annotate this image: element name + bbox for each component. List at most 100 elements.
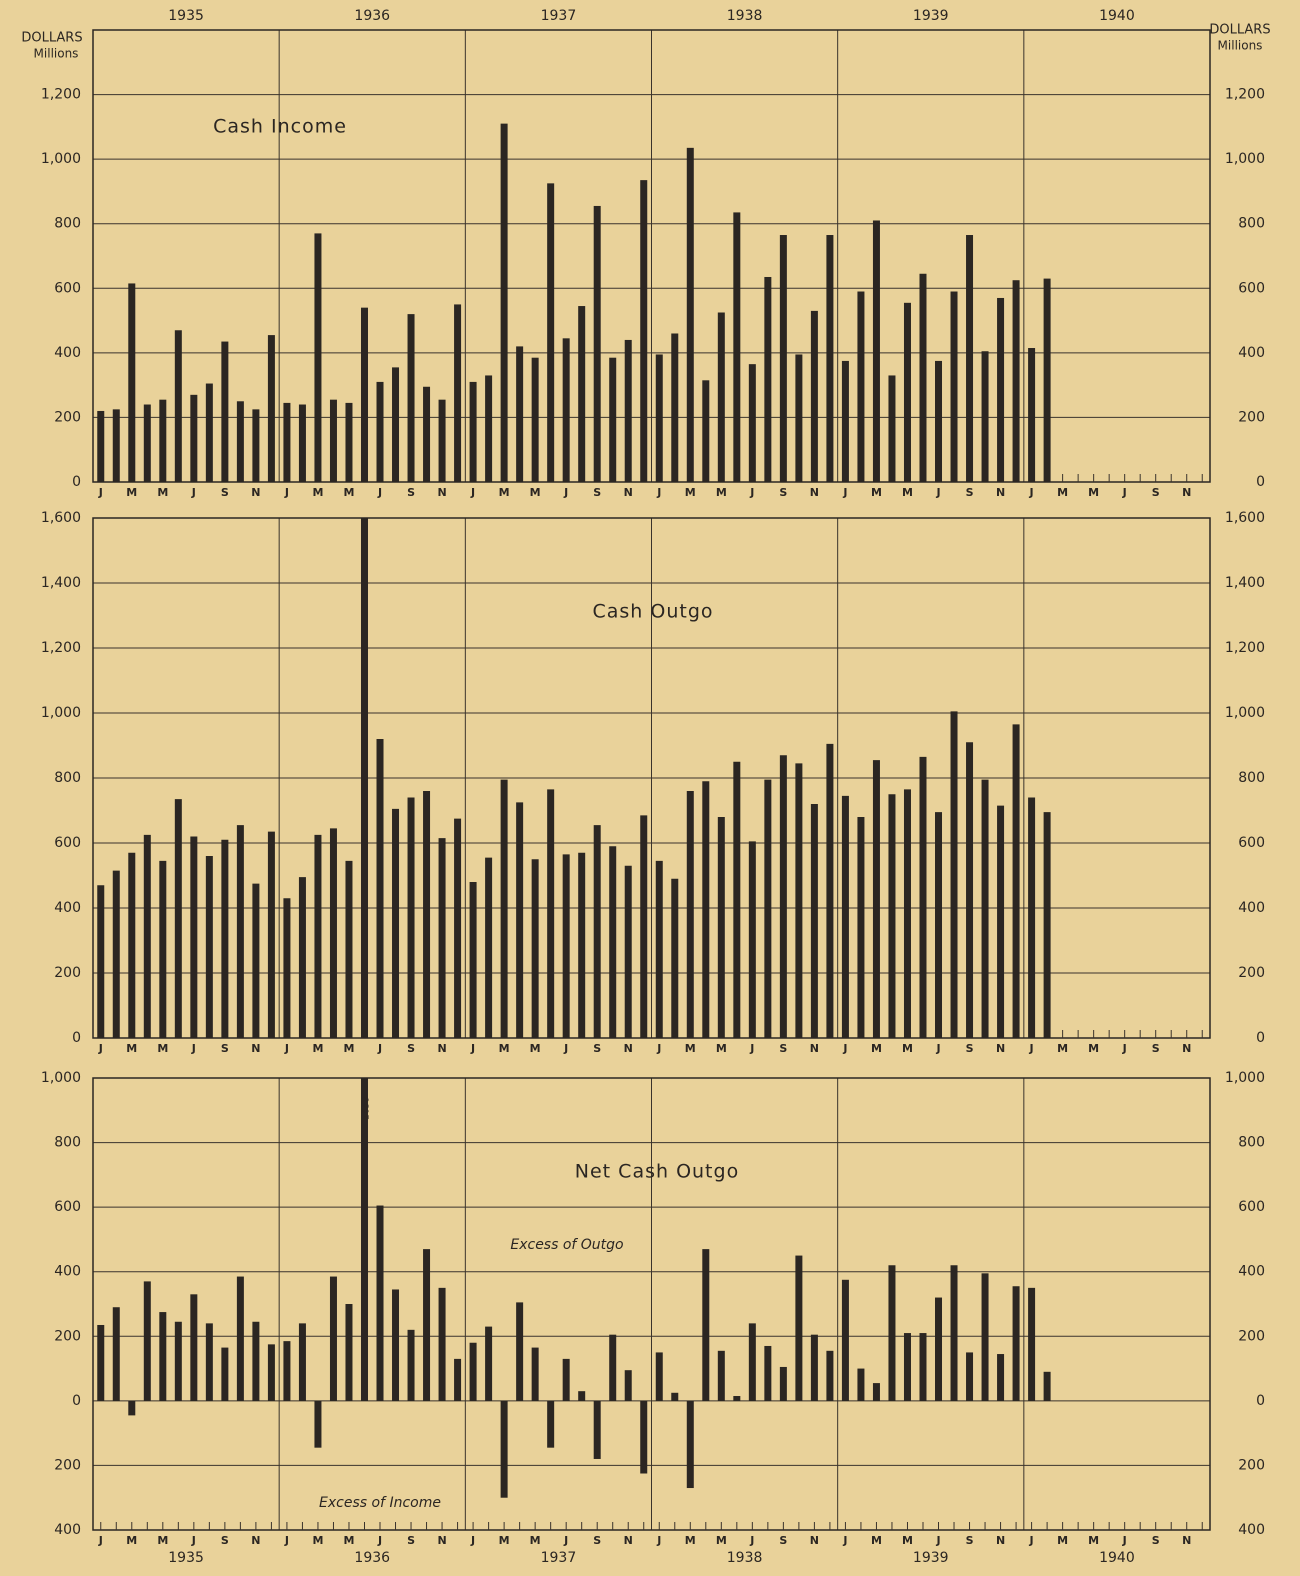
bar bbox=[593, 205, 601, 482]
x-tick-label: S bbox=[407, 1042, 415, 1055]
x-tick-label: M bbox=[126, 1534, 137, 1547]
bar bbox=[733, 761, 741, 1038]
bar bbox=[360, 1078, 368, 1401]
bar bbox=[531, 859, 539, 1038]
y-tick-label-right: 200 bbox=[1238, 965, 1265, 981]
x-tick-label: M bbox=[1057, 1534, 1068, 1547]
bar bbox=[143, 834, 151, 1038]
y-tick-label-right: 1,600 bbox=[1225, 510, 1265, 526]
y-tick-label-right: 0 bbox=[1256, 1393, 1265, 1409]
x-tick-label: J bbox=[1029, 486, 1034, 499]
bar bbox=[1028, 348, 1036, 482]
bar bbox=[500, 779, 508, 1038]
bar bbox=[329, 1276, 337, 1401]
x-tick-label: J bbox=[377, 1042, 382, 1055]
bar bbox=[267, 335, 275, 482]
bar bbox=[205, 856, 213, 1038]
x-tick-label: N bbox=[624, 486, 633, 499]
y-tick-label-right: 400 bbox=[1238, 1264, 1265, 1280]
bar bbox=[795, 763, 803, 1038]
bar bbox=[717, 1350, 725, 1401]
y-tick-label: 1,600 bbox=[41, 510, 81, 526]
bar bbox=[593, 1400, 601, 1459]
bar bbox=[826, 1350, 834, 1401]
y-unit: Millions bbox=[34, 47, 79, 61]
bar bbox=[531, 357, 539, 482]
x-tick-label: S bbox=[1152, 1534, 1160, 1547]
bar bbox=[221, 1347, 229, 1401]
x-tick-label: J bbox=[284, 1534, 289, 1547]
x-tick-label: J bbox=[191, 1534, 196, 1547]
bar bbox=[562, 1358, 570, 1401]
x-tick-label: M bbox=[344, 486, 355, 499]
y-tick-label: 800 bbox=[54, 1135, 81, 1151]
y-tick-label-right: 800 bbox=[1238, 216, 1265, 232]
bar bbox=[640, 815, 648, 1038]
bar bbox=[841, 1279, 849, 1401]
bar bbox=[112, 870, 120, 1038]
bar bbox=[97, 410, 105, 482]
bar bbox=[128, 1400, 136, 1416]
bar bbox=[283, 1341, 291, 1401]
x-tick-label: M bbox=[499, 1042, 510, 1055]
bar bbox=[748, 1323, 756, 1401]
x-tick-label: S bbox=[966, 1042, 974, 1055]
x-tick-label: J bbox=[1029, 1042, 1034, 1055]
bar bbox=[174, 799, 182, 1038]
bar bbox=[314, 233, 322, 482]
bar bbox=[1028, 1287, 1036, 1401]
x-tick-label: S bbox=[593, 486, 601, 499]
bar bbox=[717, 312, 725, 482]
y-tick-label-right: 1,400 bbox=[1225, 575, 1265, 591]
bar bbox=[966, 1352, 974, 1401]
y-tick-label-right: 200 bbox=[1238, 1457, 1265, 1473]
bar bbox=[857, 291, 865, 482]
x-tick-label: J bbox=[470, 1534, 475, 1547]
y-tick-label-right: 1,200 bbox=[1225, 87, 1265, 103]
year-label: 1940 bbox=[1099, 8, 1135, 24]
bar bbox=[888, 794, 896, 1038]
x-tick-label: S bbox=[779, 1534, 787, 1547]
bar bbox=[1043, 278, 1051, 482]
bar bbox=[717, 817, 725, 1038]
y-tick-label-right: 600 bbox=[1238, 1199, 1265, 1215]
bar bbox=[655, 1352, 663, 1401]
bar bbox=[454, 1358, 462, 1401]
bar bbox=[888, 375, 896, 482]
y-tick-label-right: 1,000 bbox=[1225, 1070, 1265, 1086]
bar bbox=[267, 831, 275, 1038]
x-tick-label: J bbox=[377, 1534, 382, 1547]
x-tick-label: J bbox=[1122, 1042, 1127, 1055]
bar bbox=[997, 805, 1005, 1038]
bar bbox=[314, 1400, 322, 1448]
bar bbox=[438, 399, 446, 482]
bar bbox=[392, 367, 400, 482]
x-tick-label: N bbox=[996, 1042, 1005, 1055]
bar bbox=[469, 381, 477, 482]
bar bbox=[1012, 1286, 1020, 1401]
bar bbox=[516, 1302, 524, 1401]
x-tick-label: J bbox=[935, 486, 940, 499]
x-tick-label: J bbox=[749, 1534, 754, 1547]
y-tick-label: 1,200 bbox=[41, 87, 81, 103]
bar bbox=[733, 1396, 741, 1401]
bar bbox=[423, 791, 431, 1038]
x-tick-label: N bbox=[996, 1534, 1005, 1547]
bar bbox=[174, 330, 182, 482]
bar bbox=[500, 123, 508, 482]
year-label: 1936 bbox=[354, 1550, 390, 1566]
bar bbox=[671, 1392, 679, 1401]
x-tick-label: M bbox=[312, 486, 323, 499]
bar bbox=[841, 795, 849, 1038]
y-tick-label: 400 bbox=[54, 345, 81, 361]
bar bbox=[252, 883, 260, 1038]
bar bbox=[919, 756, 927, 1038]
bars bbox=[97, 123, 1051, 482]
bar bbox=[702, 380, 710, 482]
plot-frame bbox=[92, 29, 1211, 483]
bar bbox=[1012, 724, 1020, 1038]
x-tick-label: J bbox=[935, 1042, 940, 1055]
y-tick-label-right: 400 bbox=[1238, 1522, 1265, 1538]
year-label: 1939 bbox=[913, 1550, 949, 1566]
